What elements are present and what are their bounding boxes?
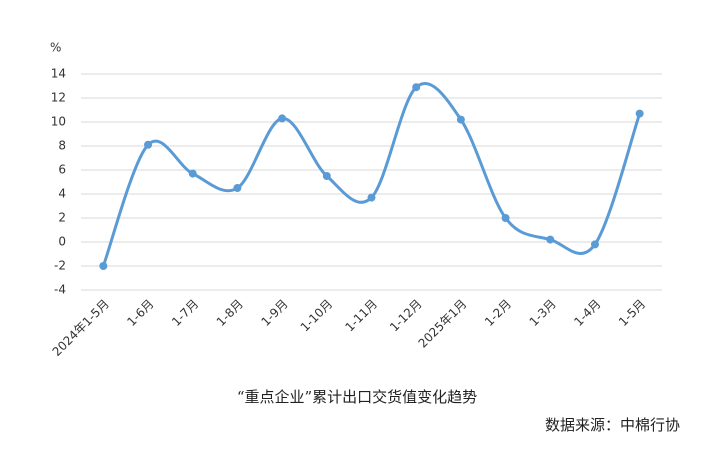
y-tick-label: 12 xyxy=(51,91,66,105)
y-tick-label: 6 xyxy=(58,163,66,177)
x-tick-label: 1-11月 xyxy=(342,297,380,335)
x-tick-label: 1-2月 xyxy=(482,297,514,329)
x-tick-label: 2024年1-5月 xyxy=(50,297,112,359)
data-point xyxy=(99,262,108,270)
y-tick-label: -2 xyxy=(54,259,66,273)
y-tick-label: -4 xyxy=(54,283,66,297)
data-point xyxy=(233,184,242,192)
data-point xyxy=(456,115,465,124)
data-point xyxy=(322,172,331,180)
data-point xyxy=(278,114,287,123)
data-point xyxy=(188,169,197,178)
y-tick-label: 8 xyxy=(58,139,66,153)
data-point xyxy=(412,83,421,92)
x-tick-label: 1-10月 xyxy=(298,297,336,335)
y-tick-label: 2 xyxy=(58,211,66,225)
x-tick-label: 1-7月 xyxy=(169,297,201,329)
x-tick-label: 2025年1月 xyxy=(416,297,470,351)
x-tick-label: 1-6月 xyxy=(124,297,156,329)
data-point xyxy=(144,140,153,149)
x-tick-label: 1-12月 xyxy=(387,297,425,335)
data-point xyxy=(501,214,510,222)
data-point xyxy=(635,109,644,118)
y-tick-label: 10 xyxy=(51,115,66,129)
source-note: 数据来源：中棉行协 xyxy=(545,416,680,434)
x-tick-label: 1-4月 xyxy=(571,297,603,329)
data-line xyxy=(101,82,642,267)
data-point xyxy=(367,193,376,202)
data-point xyxy=(590,240,599,249)
data-point xyxy=(546,235,555,244)
x-tick-label: 1-9月 xyxy=(258,297,290,329)
x-tick-label: 1-8月 xyxy=(214,297,246,329)
y-tick-label: 0 xyxy=(58,235,66,249)
x-tick-label: 1-3月 xyxy=(527,297,559,329)
chart-caption: “重点企业”累计出口交货值变化趋势 xyxy=(237,388,477,406)
y-tick-label: 4 xyxy=(58,187,66,201)
x-tick-label: 1-5月 xyxy=(616,297,648,329)
unit-label: % xyxy=(50,41,61,55)
y-tick-label: 14 xyxy=(51,67,66,81)
